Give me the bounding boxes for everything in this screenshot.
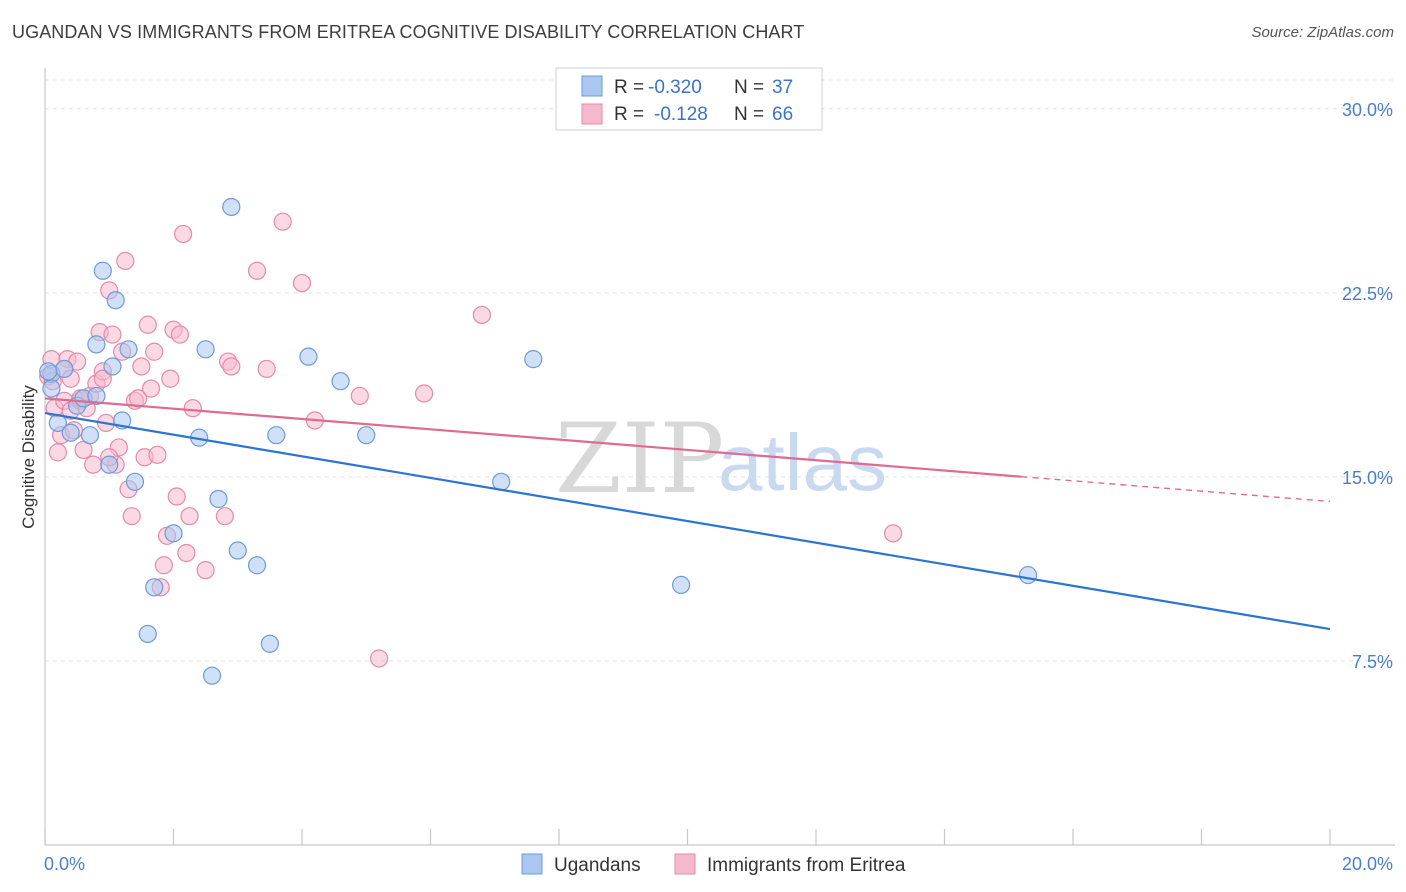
legend-n-value-1: 37 [772, 77, 793, 98]
eritrea-point [222, 357, 241, 376]
ugandan-point [202, 666, 222, 685]
ugandan-point [87, 386, 106, 406]
ugandan-point [209, 489, 228, 509]
legend-r-label-2: R = [614, 104, 644, 125]
ugandan-point [228, 541, 247, 560]
x-tick-label-min: 0.0% [44, 854, 85, 874]
legend-n-label-2: N = [734, 104, 764, 125]
eritrea-point [48, 443, 67, 462]
ugandan-point [103, 357, 122, 376]
eritrea-point [292, 273, 312, 293]
eritrea-point [170, 325, 190, 344]
eritrea-point [247, 261, 267, 280]
eritrea-point [215, 507, 234, 526]
ugandan-point [100, 455, 119, 474]
correlation-legend: R = -0.320 N = 37 R = -0.128 N = 66 [555, 67, 823, 131]
eritrea-point [122, 507, 141, 526]
tick-labels: 7.5% 15.0% 22.5% 30.0% 0.0% 20.0% [44, 100, 1393, 874]
legend-swatch-blue [581, 75, 603, 97]
ugandan-point [299, 347, 318, 366]
eritrea-point [103, 325, 122, 344]
eritrea-point [148, 445, 167, 464]
legend-n-value-2: 66 [772, 104, 793, 125]
ugandan-point [196, 340, 215, 359]
ugandan-point [80, 426, 100, 445]
series-legend: Ugandans Immigrants from Eritrea [521, 853, 906, 876]
chart-source: Source: ZipAtlas.com [1251, 24, 1394, 41]
eritrea-point [472, 305, 491, 325]
y-tick-label: 7.5% [1352, 652, 1393, 672]
ugandan-point [357, 426, 376, 445]
legend-ugandans-swatch [521, 853, 543, 875]
y-tick-label: 22.5% [1342, 284, 1393, 304]
eritrea-trend-line [44, 397, 1022, 478]
eritrea-point [174, 224, 193, 244]
ugandan-point [145, 578, 164, 597]
ugandan-point [61, 423, 80, 442]
ugandan-point [1018, 565, 1038, 585]
eritrea-point [183, 399, 202, 418]
eritrea-point [257, 359, 276, 379]
ugandan-point [87, 335, 106, 354]
legend-r-label-1: R = [614, 77, 644, 98]
ugandan-point [260, 634, 279, 653]
eritrea-point [84, 455, 103, 474]
ugandan-point [524, 350, 543, 369]
trend-lines [44, 397, 1331, 631]
ugandan-point [55, 359, 74, 379]
eritrea-point [145, 342, 164, 361]
ugandan-point [267, 426, 286, 445]
legend-r-value-1: -0.320 [648, 77, 702, 98]
eritrea-point [273, 212, 292, 231]
y-tick-label: 15.0% [1342, 468, 1393, 488]
eritrea-point [350, 386, 369, 406]
legend-n-label-1: N = [734, 77, 764, 98]
eritrea-trend-line-extension [1021, 476, 1331, 503]
eritrea-point [141, 379, 161, 398]
grid-lines [45, 79, 1395, 662]
legend-swatch-pink [581, 103, 603, 125]
ugandan-point [39, 362, 58, 381]
ugandan-trend-line [44, 412, 1331, 631]
ugandan-point [247, 556, 267, 575]
eritrea-point [883, 524, 903, 543]
eritrea-point [414, 384, 434, 403]
eritrea-point [177, 543, 196, 563]
axes [44, 68, 1395, 846]
eritrea-point [370, 649, 389, 668]
x-tick-label-max: 20.0% [1342, 854, 1393, 874]
watermark-zip: ZIP [555, 403, 724, 515]
watermark-atlas: atlas [718, 418, 887, 507]
ugandan-point [671, 575, 691, 594]
eritrea-point [154, 556, 173, 575]
y-axis-label: Cognitive Disability [19, 385, 38, 529]
ugandan-point [138, 624, 157, 644]
ugandan-point [42, 379, 61, 398]
y-tick-label: 30.0% [1342, 100, 1393, 120]
eritrea-point [196, 561, 215, 580]
watermark: ZIP atlas [555, 403, 887, 515]
ugandan-point [164, 524, 183, 543]
eritrea-point [167, 487, 186, 506]
ugandan-point [331, 372, 350, 391]
data-points [39, 197, 1038, 685]
eritrea-point [116, 251, 135, 271]
eritrea-point [180, 507, 199, 526]
legend-eritrea-swatch [674, 853, 696, 875]
eritrea-point [93, 369, 112, 388]
ugandan-point [119, 340, 138, 359]
eritrea-point [161, 369, 180, 388]
ugandan-point [125, 472, 145, 491]
ugandan-point [222, 197, 241, 217]
chart-title: UGANDAN VS IMMIGRANTS FROM ERITREA COGNI… [12, 22, 805, 42]
legend-ugandans-label: Ugandans [554, 855, 641, 876]
eritrea-point [132, 357, 151, 376]
legend-eritrea-label: Immigrants from Eritrea [707, 855, 906, 876]
ugandan-point [106, 291, 125, 310]
eritrea-point [138, 315, 157, 334]
ugandan-point [93, 261, 112, 280]
legend-r-value-2: -0.128 [654, 104, 708, 125]
